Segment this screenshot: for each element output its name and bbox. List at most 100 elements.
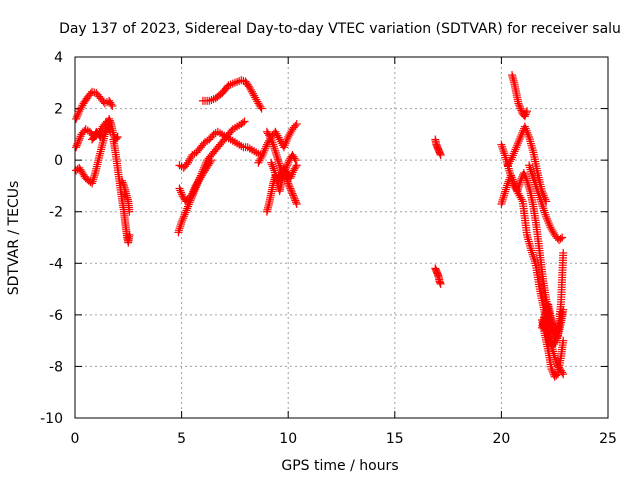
- data-point: [289, 191, 298, 200]
- data-point: [498, 197, 507, 206]
- data-point: [499, 193, 508, 202]
- data-point: [527, 248, 536, 257]
- data-point: [556, 234, 565, 243]
- series-arc-1: [72, 87, 117, 123]
- data-point: [177, 190, 186, 199]
- data-point: [511, 145, 520, 154]
- data-point: [256, 102, 265, 111]
- data-point: [509, 177, 518, 186]
- data-point: [529, 252, 538, 261]
- axis-ticks: [74, 56, 609, 419]
- data-point: [525, 161, 534, 170]
- x-axis-label: GPS time / hours: [281, 458, 398, 474]
- data-point: [177, 188, 186, 197]
- data-point: [501, 187, 510, 196]
- data-point: [269, 140, 278, 149]
- series-arc-4: [88, 114, 122, 144]
- data-point: [524, 180, 533, 189]
- data-point: [513, 187, 522, 196]
- data-point: [522, 176, 531, 185]
- data-point: [515, 134, 524, 143]
- data-point: [558, 233, 567, 242]
- y-tick-label: -4: [49, 256, 63, 272]
- data-point: [498, 144, 507, 153]
- data-point: [108, 101, 117, 110]
- x-tick-label: 15: [386, 431, 404, 447]
- series-arc-8: [175, 127, 265, 172]
- data-point: [188, 189, 197, 198]
- data-point: [514, 137, 523, 146]
- data-point: [525, 163, 534, 172]
- data-point: [292, 198, 301, 207]
- data-point: [125, 230, 134, 239]
- data-point: [521, 124, 530, 133]
- data-point: [273, 155, 282, 164]
- data-point: [513, 141, 522, 150]
- data-point: [551, 338, 560, 347]
- data-point: [528, 250, 537, 259]
- data-point: [500, 189, 509, 198]
- data-point: [517, 106, 526, 115]
- series-arc-19: [508, 71, 531, 121]
- data-point: [259, 148, 268, 157]
- x-tick-label: 25: [599, 431, 617, 447]
- data-point: [238, 118, 247, 127]
- data-point: [498, 142, 507, 151]
- data-point: [279, 143, 288, 152]
- data-point: [272, 150, 281, 159]
- data-point: [280, 141, 289, 150]
- data-point: [262, 142, 271, 151]
- data-point: [174, 228, 183, 237]
- data-point: [271, 170, 280, 179]
- data-point: [540, 206, 549, 215]
- data-point: [499, 191, 508, 200]
- series-arc-15: [431, 135, 445, 159]
- data-point: [520, 112, 529, 121]
- data-point: [178, 216, 187, 225]
- y-tick-label: 4: [54, 50, 63, 66]
- y-tick-label: -10: [40, 411, 63, 427]
- data-point: [180, 210, 189, 219]
- data-point: [542, 212, 551, 221]
- data-point: [517, 195, 526, 204]
- data-point: [499, 147, 508, 156]
- data-point: [207, 156, 216, 165]
- data-point: [209, 95, 218, 104]
- data-point: [89, 175, 98, 184]
- data-point: [271, 146, 280, 155]
- data-point: [543, 214, 552, 223]
- data-point: [545, 221, 554, 230]
- data-point: [273, 153, 282, 162]
- data-point: [501, 185, 510, 194]
- grid-lines: [75, 57, 608, 418]
- data-point: [189, 187, 198, 196]
- data-point: [288, 189, 297, 198]
- data-point: [275, 159, 284, 168]
- data-point: [187, 191, 196, 200]
- data-point: [190, 183, 199, 192]
- data-point: [522, 108, 531, 117]
- data-point: [288, 168, 297, 177]
- data-point: [436, 150, 445, 159]
- data-point: [544, 219, 553, 228]
- data-point: [526, 165, 535, 174]
- data-point: [179, 212, 188, 221]
- data-point: [113, 132, 122, 141]
- x-tick-label: 5: [177, 431, 186, 447]
- data-point: [516, 104, 525, 113]
- data-point: [117, 176, 126, 185]
- data-point: [508, 175, 517, 184]
- data-point: [522, 107, 531, 116]
- data-point: [524, 130, 533, 139]
- data-point: [508, 153, 517, 162]
- data-point: [74, 109, 83, 118]
- data-point: [523, 178, 532, 187]
- data-point: [503, 181, 512, 190]
- data-point: [510, 147, 519, 156]
- data-point: [276, 171, 285, 180]
- data-point: [512, 143, 521, 152]
- data-point: [286, 174, 295, 183]
- data-point: [72, 143, 81, 152]
- data-point: [105, 114, 114, 123]
